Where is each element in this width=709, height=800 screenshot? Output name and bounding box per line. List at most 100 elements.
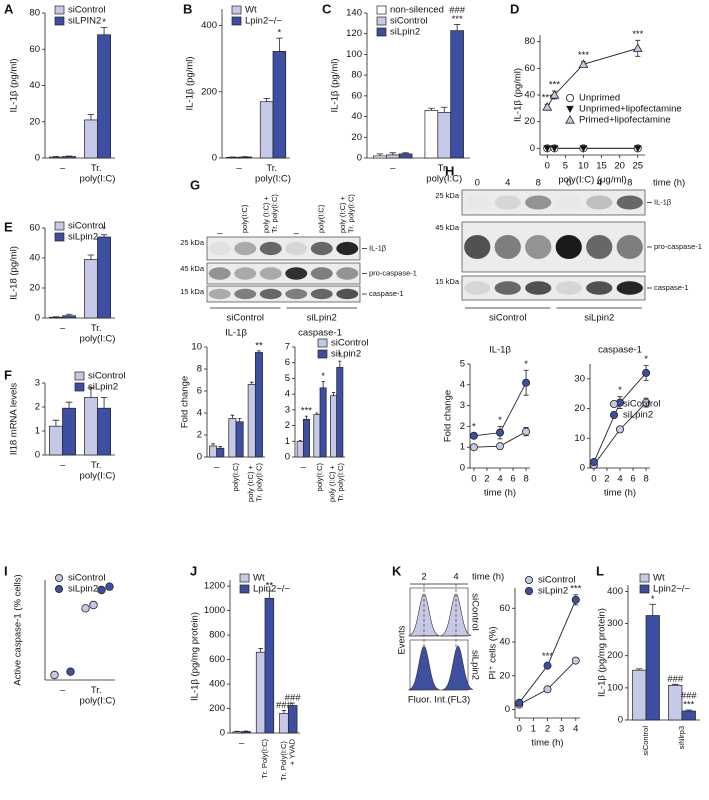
bar [62,407,76,456]
y-tick-label: 30 [574,373,585,384]
legend-label: siLpin2 [623,410,653,421]
y-tick-label: 0 [357,153,362,164]
label-line: Tr. [91,685,104,696]
legend-swatch [639,584,650,594]
y-axis-label: Active caspase-1 (% cells) [13,574,24,685]
y-tick-label: 60 [499,603,510,614]
blot-band [616,281,643,295]
x-tick-label: – [60,460,66,471]
panel-letter: J [190,563,197,578]
y-tick-label: 20 [499,670,510,681]
bar [272,51,287,159]
x-tick-label: 1 [531,724,536,735]
bar [259,101,274,159]
legend-label: Lpin2−/− [253,584,290,595]
y-tick-label: 80 [524,36,535,47]
y-tick-label: 40 [351,111,362,122]
y-tick-label: 20 [351,132,362,143]
group-label: siControl [469,593,480,631]
blot-band [336,267,359,280]
y-tick-label: 40 [29,253,40,264]
panel-letter: L [596,563,604,578]
point [495,428,504,437]
y-tick-label: 20 [29,116,40,127]
label-line: Tr. poly(I:C) [254,463,263,502]
point [97,585,106,595]
significance: *** [683,700,694,711]
legend-label: siLpin2 [331,349,361,360]
size-marker: 15 kDa [435,277,460,286]
significance: *** [301,406,312,417]
size-marker: 15 kDa [180,287,205,296]
significance: *** [632,29,643,40]
x-tick-label: 2 [484,474,489,485]
legend-marker [610,410,619,419]
lane-label: 4 [597,178,602,189]
x-tick-label: poly (I:C) + Tr. poly(I:C) [328,463,345,502]
y-tick-label: 3 [285,404,290,415]
error-bar [453,23,461,31]
row-label: IL-1β [369,243,387,252]
label-line: Tr. poly(I:C) [336,463,345,502]
bar [84,259,98,319]
blot-band [336,288,359,300]
y-axis-label: Events [397,625,408,654]
x-axis-label: time (h) [604,488,636,499]
blot-band [208,241,231,256]
bar [238,156,253,159]
chart-title: IL-1β [489,345,511,356]
blot-band [525,235,552,259]
significance: *** [542,93,553,104]
group-label: siLpin2 [584,313,614,324]
legend-label: siLpin2 [88,382,118,393]
legend-label: Wt [245,5,257,16]
size-marker: 45 kDa [180,264,205,273]
significance: * [102,224,106,235]
legend-swatch [376,16,387,26]
x-tick-label: 0 [591,474,596,485]
label-line: Tr. [91,323,104,334]
y-tick-label: 7 [285,342,290,353]
y-tick-label: 600 [209,654,225,665]
y-tick-label: 400 [209,679,225,690]
bar [330,395,338,458]
bar [264,598,275,734]
lane-label: poly (I:C) + Tr. poly(I:C) [338,194,355,233]
blot-band [525,195,552,210]
y-tick-label: 100 [346,49,362,60]
lane-label: 4 [505,178,510,189]
point [542,101,553,111]
bar [235,421,244,458]
chart-title: IL-1β [225,328,247,339]
legend-label: Lpin2−/− [245,16,282,27]
x-tick-label: – [301,462,307,473]
error-bar [87,114,95,120]
x-tick-label: – [239,738,245,749]
row-label: pro-caspase-1 [654,242,702,251]
legend-label: siLPIN2 [68,16,101,27]
y-tick-label: 2 [197,430,202,441]
y-tick-label: 40 [29,80,40,91]
blot-band [525,281,552,295]
error-bar [376,153,384,156]
bar [225,156,240,159]
y-tick-label: 6 [197,386,202,397]
legend-swatch [54,5,65,15]
y-tick-label: 3 [35,378,40,389]
label-line: poly (I:C) + [262,194,271,233]
significance: *** [570,583,581,594]
significance: ### [667,674,684,685]
error-bar [389,152,396,155]
blot-strip [461,275,646,301]
panel-letter: B [183,1,192,16]
x-tick-label: siNlrp3 [677,726,686,749]
y-tick-label: 20 [574,403,585,414]
y-tick-label: 60 [29,223,40,234]
label-line: Tr. [91,460,104,471]
y-tick-label: 800 [209,630,225,641]
lane-label: 0 [566,178,571,189]
legend-marker [525,576,534,585]
blot-band [285,267,308,280]
x-tick-label: – [60,685,66,696]
